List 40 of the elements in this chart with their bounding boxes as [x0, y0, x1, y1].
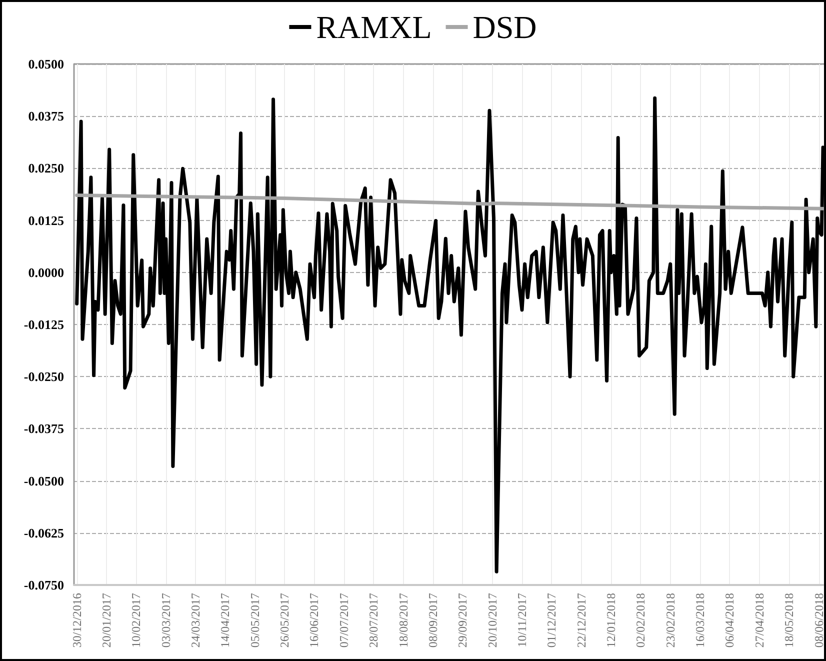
legend-label: RAMXL [316, 9, 432, 45]
x-tick-label: 18/08/2017 [396, 593, 410, 648]
line-series [75, 194, 824, 210]
x-tick-label: 07/07/2017 [336, 593, 351, 648]
y-tick-label: -0.0125 [24, 317, 64, 332]
x-tick-label: 05/05/2017 [248, 593, 262, 648]
y-tick-label: 0.0375 [28, 108, 64, 124]
y-tick-label: 0.0125 [28, 212, 64, 228]
x-tick-label: 08/06/2018 [812, 593, 826, 648]
x-tick-label: 26/05/2017 [278, 593, 292, 648]
x-tick-label: 06/04/2018 [722, 593, 737, 648]
x-tick-label: 08/09/2017 [426, 593, 440, 648]
x-tick-label: 16/03/2018 [693, 593, 708, 648]
x-tick-label: 10/02/2017 [129, 593, 144, 648]
x-tick-label: 27/04/2018 [752, 593, 766, 648]
y-tick-label: -0.0375 [24, 421, 64, 436]
y-tick-label: -0.0500 [24, 473, 64, 488]
x-tick-label: 24/03/2017 [188, 593, 203, 648]
y-tick-label: 0.0000 [28, 264, 64, 280]
x-tick-label: 12/01/2018 [604, 593, 618, 648]
x-tick-label: 20/10/2017 [485, 593, 500, 648]
x-tick-label: 18/05/2018 [782, 593, 796, 648]
x-tick-label: 23/02/2018 [663, 593, 678, 648]
x-tick-label: 03/03/2017 [158, 593, 173, 648]
y-tick-label: -0.0625 [24, 525, 64, 540]
y-tick-label: 0.0500 [28, 56, 64, 72]
x-tick-label: 30/12/2016 [70, 593, 84, 648]
x-tick-label: 01/12/2017 [544, 593, 559, 648]
y-tick-label: -0.0750 [24, 578, 64, 592]
x-tick-label: 28/07/2017 [366, 593, 381, 648]
legend-label: DSD [472, 9, 537, 45]
x-tick-label: 10/11/2017 [514, 593, 529, 648]
x-tick-label: 16/06/2017 [307, 593, 322, 648]
x-tick-label: 20/01/2017 [100, 593, 114, 648]
x-tick-label: 29/09/2017 [456, 593, 470, 648]
x-tick-label: 02/02/2018 [634, 593, 648, 648]
y-tick-label: 0.0250 [28, 160, 64, 176]
y-tick-label: -0.0250 [24, 369, 64, 384]
x-tick-label: 14/04/2017 [218, 593, 232, 648]
x-tick-label: 22/12/2017 [574, 593, 588, 648]
